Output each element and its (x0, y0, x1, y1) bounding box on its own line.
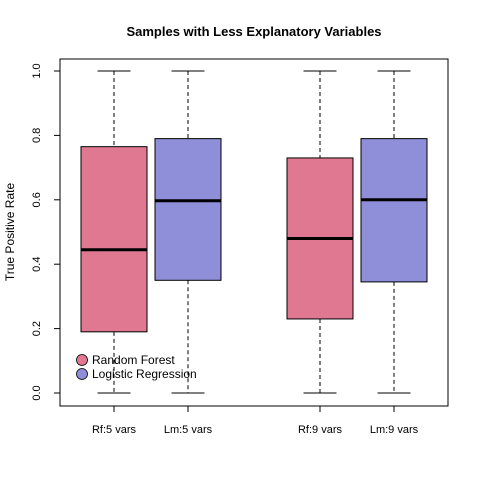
x-tick-label: Lm:9 vars (370, 424, 419, 436)
legend-swatch-rf (76, 354, 88, 366)
box-4 (360, 70, 428, 394)
y-tick-label: 0.6 (31, 192, 43, 207)
iqr-box (154, 138, 222, 281)
y-tick-label: 0.8 (31, 128, 43, 143)
plot-area: 0.0 0.2 0.4 0.6 0.8 1.0 Rf:5 vars Lm:5 vars Rf:9… (31, 58, 449, 436)
x-tick-label: Rf:5 vars (92, 424, 137, 436)
iqr-box (80, 146, 148, 333)
chart-title: Samples with Less Explanatory Variables (126, 24, 381, 39)
legend-label-lm: Logistic Regression (92, 367, 197, 381)
box-2 (154, 70, 222, 394)
x-tick-label: Rf:9 vars (298, 424, 343, 436)
y-axis-label: True Positive Rate (3, 183, 17, 282)
y-tick-label: 0.0 (31, 385, 43, 400)
box-1 (80, 70, 148, 394)
x-tick-label: Lm:5 vars (164, 424, 213, 436)
legend-label-rf: Random Forest (92, 353, 175, 367)
plot-frame (59, 58, 449, 407)
legend-swatch-lm (76, 368, 88, 380)
iqr-box (360, 138, 428, 283)
y-tick-label: 0.4 (31, 257, 43, 272)
box-3 (286, 70, 354, 394)
y-tick-label: 1.0 (31, 63, 43, 78)
y-tick-label: 0.2 (31, 321, 43, 336)
